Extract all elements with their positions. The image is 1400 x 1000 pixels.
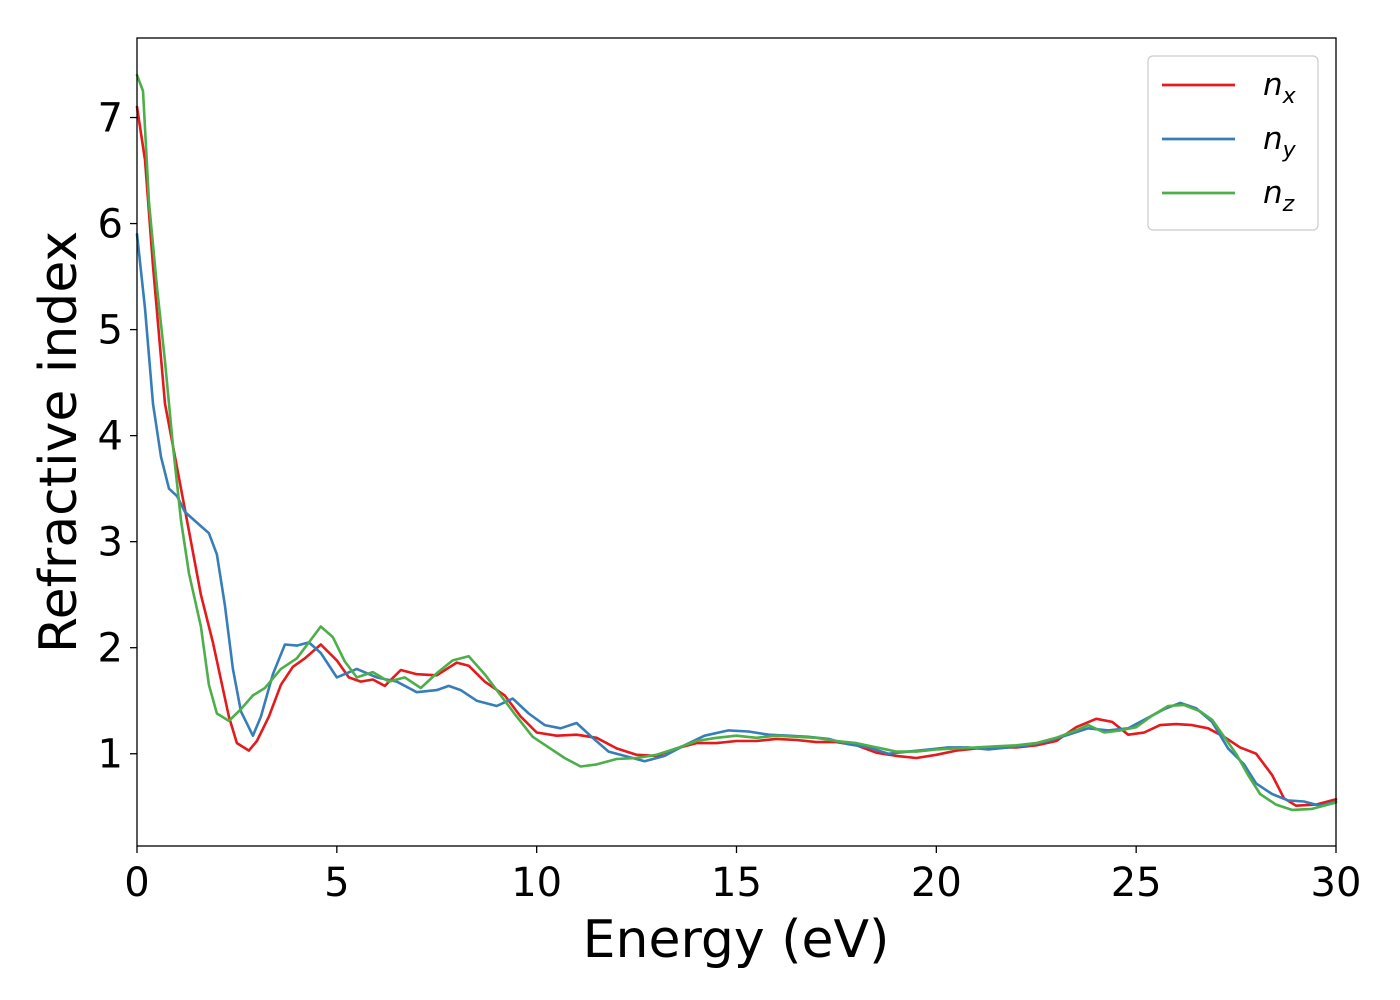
y-tick-label: 7 bbox=[98, 96, 123, 142]
y-ticks: 1 2 3 4 5 6 7 bbox=[98, 96, 137, 778]
y-axis-label: Refractive index bbox=[29, 231, 89, 653]
y-tick-label: 6 bbox=[98, 202, 123, 248]
x-tick-label: 30 bbox=[1311, 860, 1362, 906]
x-tick-label: 0 bbox=[124, 860, 149, 906]
legend-label-x: nx bbox=[1263, 67, 1297, 109]
x-axis-label: Energy (eV) bbox=[583, 910, 890, 970]
y-tick-label: 5 bbox=[98, 308, 123, 354]
x-tick-label: 20 bbox=[911, 860, 962, 906]
y-tick-label: 4 bbox=[98, 414, 123, 460]
legend: nx ny nz bbox=[1147, 55, 1319, 231]
x-tick-label: 15 bbox=[711, 860, 762, 906]
legend-label-z: nz bbox=[1263, 175, 1295, 217]
x-tick-label: 25 bbox=[1111, 860, 1162, 906]
x-tick-label: 10 bbox=[511, 860, 562, 906]
x-tick-label: 5 bbox=[324, 860, 349, 906]
x-ticks: 0 5 10 15 20 25 30 bbox=[124, 846, 1361, 906]
legend-box bbox=[1147, 55, 1319, 231]
y-tick-label: 2 bbox=[98, 626, 123, 672]
series-layer bbox=[135, 73, 1338, 812]
y-tick-label: 3 bbox=[98, 520, 123, 566]
plot-area bbox=[137, 38, 1336, 846]
y-tick-label: 1 bbox=[98, 732, 123, 778]
series-line-z bbox=[135, 73, 1338, 812]
legend-label-y: ny bbox=[1263, 121, 1297, 163]
